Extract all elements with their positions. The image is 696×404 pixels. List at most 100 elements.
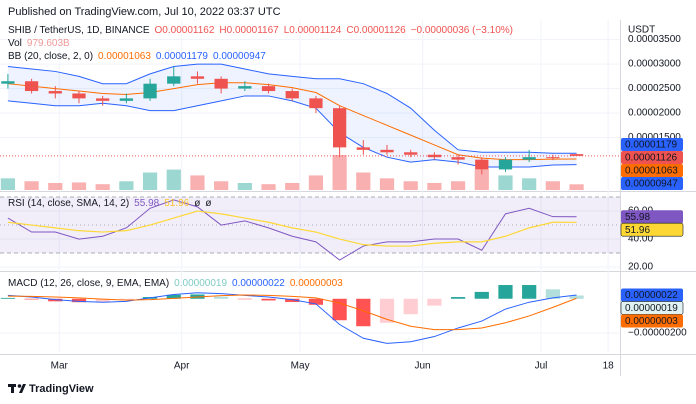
- price-label: 0.00000947: [625, 179, 678, 190]
- candle-body: [190, 76, 205, 79]
- legend-item: C0.00001126: [346, 25, 406, 36]
- volume-bar: [48, 183, 63, 190]
- legend-item: Vol: [8, 38, 22, 49]
- histogram-bar: [119, 298, 134, 300]
- legend-row: MACD (12, 26, close, 9, EMA, EMA) 0.00000…: [8, 278, 343, 289]
- price-label: 0.00000019: [625, 303, 678, 314]
- volume-bar: [24, 181, 39, 190]
- volume-bar: [474, 169, 489, 190]
- volume-bar: [142, 172, 158, 190]
- volume-bar: [427, 183, 442, 190]
- volume-bar: [214, 181, 229, 190]
- grid-layer: [0, 20, 620, 352]
- price-label-box: [620, 222, 684, 237]
- price-label: 0.00001179: [625, 140, 678, 151]
- legend-row: Vol 979.603B: [8, 38, 70, 49]
- x-tick-label: Mar: [51, 361, 69, 372]
- histogram-bar: [522, 285, 537, 299]
- volume-bar: [166, 169, 181, 190]
- y-tick-label: 40.00: [628, 234, 653, 245]
- legend-item: 55.98: [134, 198, 159, 209]
- volume-bar: [403, 181, 418, 190]
- price-label-box: [621, 288, 683, 302]
- legend-item: 51.96: [164, 198, 189, 209]
- price-label-box: [621, 151, 683, 164]
- y-tick-label: 20.00: [628, 262, 653, 273]
- x-tick-label: Apr: [174, 361, 190, 372]
- candle-body: [309, 98, 323, 109]
- price-label: 0.00000003: [625, 316, 678, 327]
- legend-item: L0.00001124: [284, 25, 342, 36]
- histogram-bar: [379, 298, 395, 323]
- histogram-bar: [308, 298, 324, 305]
- y-tick-label: 0.00002500: [628, 83, 681, 94]
- volume-bar: [498, 175, 513, 190]
- legend-item: H0.00001167: [219, 25, 279, 36]
- price-label: 55.98: [625, 212, 650, 223]
- price-label-box: [621, 138, 683, 151]
- price-label-box: [621, 164, 683, 177]
- candle-body: [24, 81, 39, 92]
- legend-item: ø: [194, 198, 200, 209]
- histogram-bar: [95, 298, 110, 302]
- volume-bar: [237, 183, 252, 190]
- legend-item: 979.603B: [27, 38, 70, 49]
- price-label: 0.00001126: [625, 153, 678, 164]
- logo-part: [19, 384, 26, 393]
- volume-bar: [356, 172, 371, 190]
- legend-row: BB (20, close, 2, 0) 0.00001063 0.00001179…: [8, 51, 266, 62]
- volume-bar: [379, 178, 395, 190]
- histogram-bar: [403, 298, 418, 315]
- legend-item: SHIB / TetherUS, 1D, BINANCE: [8, 25, 150, 36]
- candle-body: [380, 149, 394, 153]
- histogram-bar: [0, 297, 16, 299]
- volume-bar: [261, 184, 276, 190]
- histogram-bar: [214, 296, 229, 299]
- candle-body: [356, 147, 370, 150]
- volume-bar: [545, 181, 560, 190]
- x-tick-label: May: [291, 361, 310, 372]
- histogram-bar: [474, 291, 489, 299]
- volume-bar: [285, 183, 300, 190]
- legend-item: −0.00000036 (−3.10%): [411, 25, 513, 36]
- brand-logo: [8, 384, 26, 393]
- volume-bar: [332, 155, 347, 190]
- candle-body: [261, 86, 276, 92]
- published-header: Published on TradingView.com, Jul 10, 20…: [8, 6, 281, 18]
- candle-body: [498, 159, 513, 170]
- series-line: [7, 292, 577, 344]
- histogram-bar: [356, 298, 371, 327]
- histogram-bar: [166, 294, 181, 299]
- legend-item: RSI (14, close, SMA, 14, 2): [8, 198, 129, 209]
- candle-body: [451, 157, 465, 160]
- legend-item: BB (20, close, 2, 0): [8, 51, 93, 62]
- series-line: [7, 63, 577, 154]
- volume-bar: [450, 181, 466, 190]
- histogram-bar: [450, 297, 466, 299]
- legend-item: 0.00000947: [213, 51, 266, 62]
- candle-body: [427, 154, 442, 158]
- histogram-bar: [261, 298, 276, 301]
- y-tick-label: 0.00001500: [628, 132, 681, 143]
- legend-item: 0.00000019: [174, 278, 227, 289]
- x-tick-label: 18: [603, 361, 615, 372]
- candle-body: [167, 76, 181, 84]
- legend-item: 0.00000022: [232, 278, 285, 289]
- candle-body: [569, 154, 584, 156]
- y-unit-label: USDT: [628, 25, 655, 36]
- candle-body: [119, 98, 134, 101]
- histogram-bar: [569, 295, 584, 299]
- price-label-box: [621, 210, 683, 224]
- price-label: 0.00000022: [625, 290, 678, 301]
- histogram-bar: [237, 298, 252, 300]
- candle-body: [522, 157, 536, 160]
- price-label: 0.00001063: [625, 166, 678, 177]
- volume-bar: [95, 184, 110, 190]
- y-tick-label: −0.00000200: [628, 328, 687, 339]
- candle-body: [72, 93, 86, 99]
- price-label: 51.96: [625, 225, 650, 236]
- brand-name: TradingView: [29, 383, 94, 395]
- candle-body: [404, 152, 418, 155]
- legend-item: 0.00000003: [290, 278, 343, 289]
